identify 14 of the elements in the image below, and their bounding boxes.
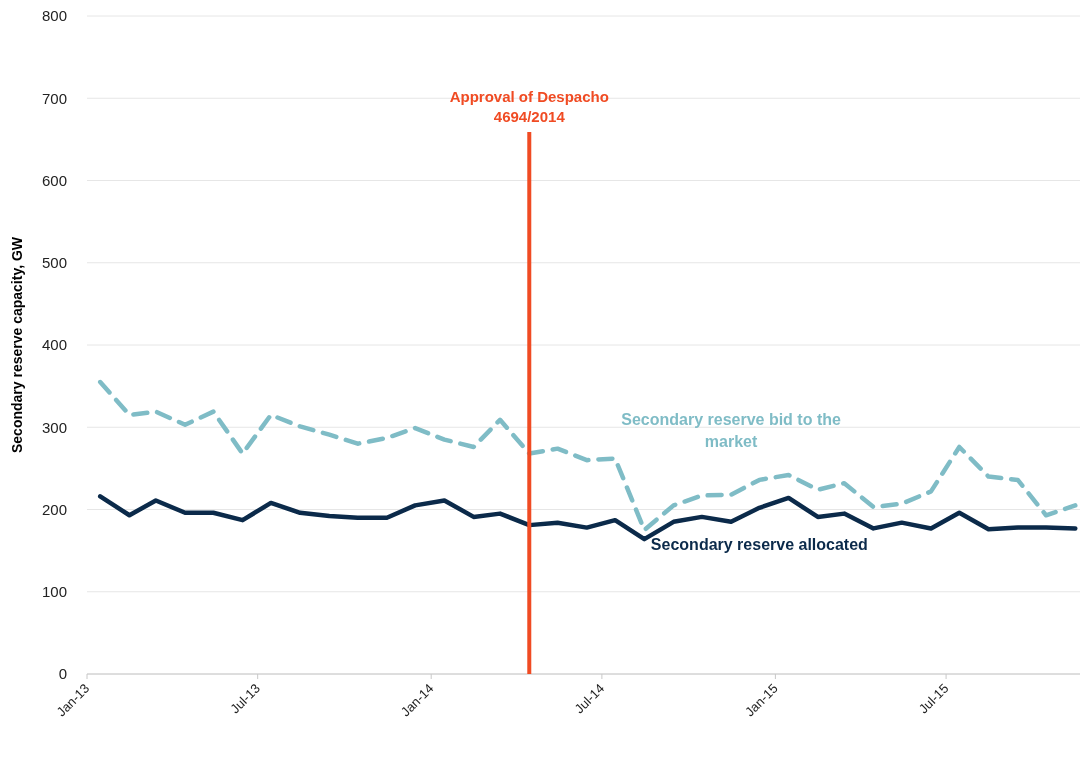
y-tick-label: 400 [41, 336, 67, 354]
y-tick-label: 700 [41, 89, 67, 107]
line-series [97, 379, 1078, 533]
y-tick-label: 300 [41, 418, 67, 436]
series-label: Secondary reserve allocated [650, 535, 868, 553]
y-tick-label: 100 [41, 583, 67, 600]
y-tick-label: 500 [41, 254, 67, 271]
y-tick-label: 600 [41, 171, 67, 189]
y-axis-title: Secondary reserve capacity, GW [9, 236, 25, 454]
y-tick-label: 0 [58, 665, 67, 683]
y-tick-label: 800 [41, 7, 67, 25]
y-tick-label: 200 [41, 500, 67, 518]
ref-line-label: Approval of Despacho 4694/2014 [449, 88, 609, 125]
series-label: Secondary reserve bid to the market [621, 410, 841, 450]
